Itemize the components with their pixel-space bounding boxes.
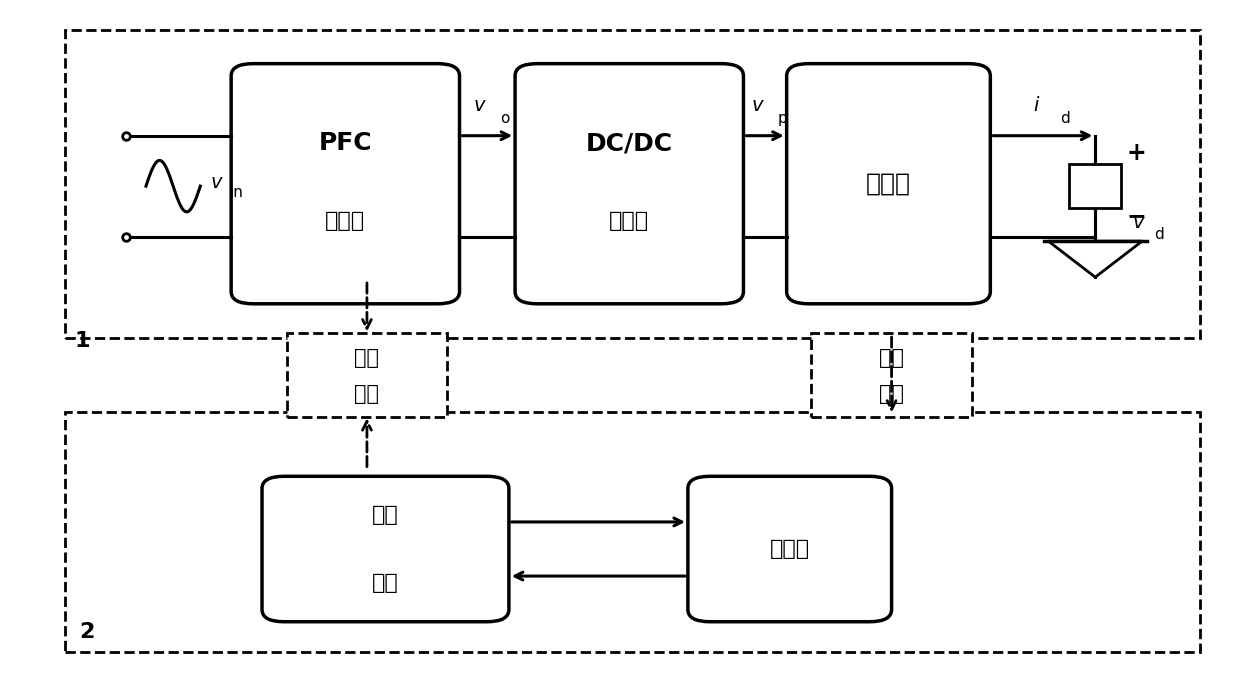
FancyBboxPatch shape — [286, 333, 448, 417]
Text: 电路: 电路 — [372, 573, 399, 593]
Text: PFC: PFC — [319, 131, 372, 155]
Text: 控制: 控制 — [372, 505, 399, 525]
FancyBboxPatch shape — [262, 476, 508, 622]
Text: d: d — [1154, 228, 1164, 243]
Text: 电路: 电路 — [355, 384, 379, 404]
FancyBboxPatch shape — [786, 63, 991, 303]
Text: DC/DC: DC/DC — [585, 131, 673, 155]
Text: $v$: $v$ — [1132, 213, 1146, 233]
FancyBboxPatch shape — [64, 412, 1200, 652]
Text: +: + — [1126, 140, 1146, 164]
Text: $v$: $v$ — [472, 96, 487, 115]
FancyBboxPatch shape — [231, 63, 460, 303]
Text: −: − — [1126, 205, 1146, 228]
Text: $v$: $v$ — [750, 96, 765, 115]
Text: 电路: 电路 — [879, 384, 904, 404]
Text: 1: 1 — [74, 331, 89, 351]
FancyBboxPatch shape — [688, 476, 892, 622]
Text: in: in — [229, 186, 244, 201]
FancyBboxPatch shape — [515, 63, 744, 303]
Text: $i$: $i$ — [1033, 96, 1040, 115]
Bar — [1069, 164, 1121, 209]
Text: 上位机: 上位机 — [770, 539, 810, 559]
Text: 变换器: 变换器 — [609, 211, 650, 231]
FancyBboxPatch shape — [64, 30, 1200, 338]
Text: 主电路: 主电路 — [866, 172, 911, 196]
Text: $v$: $v$ — [210, 173, 224, 192]
Text: 检测: 检测 — [879, 348, 904, 368]
FancyBboxPatch shape — [811, 333, 972, 417]
Text: 驱动: 驱动 — [355, 348, 379, 368]
Text: p: p — [777, 110, 787, 125]
Text: d: d — [1060, 110, 1070, 125]
Polygon shape — [1048, 241, 1142, 277]
Text: 变换器: 变换器 — [325, 211, 366, 231]
Text: 2: 2 — [79, 622, 94, 642]
Text: o: o — [500, 110, 510, 125]
